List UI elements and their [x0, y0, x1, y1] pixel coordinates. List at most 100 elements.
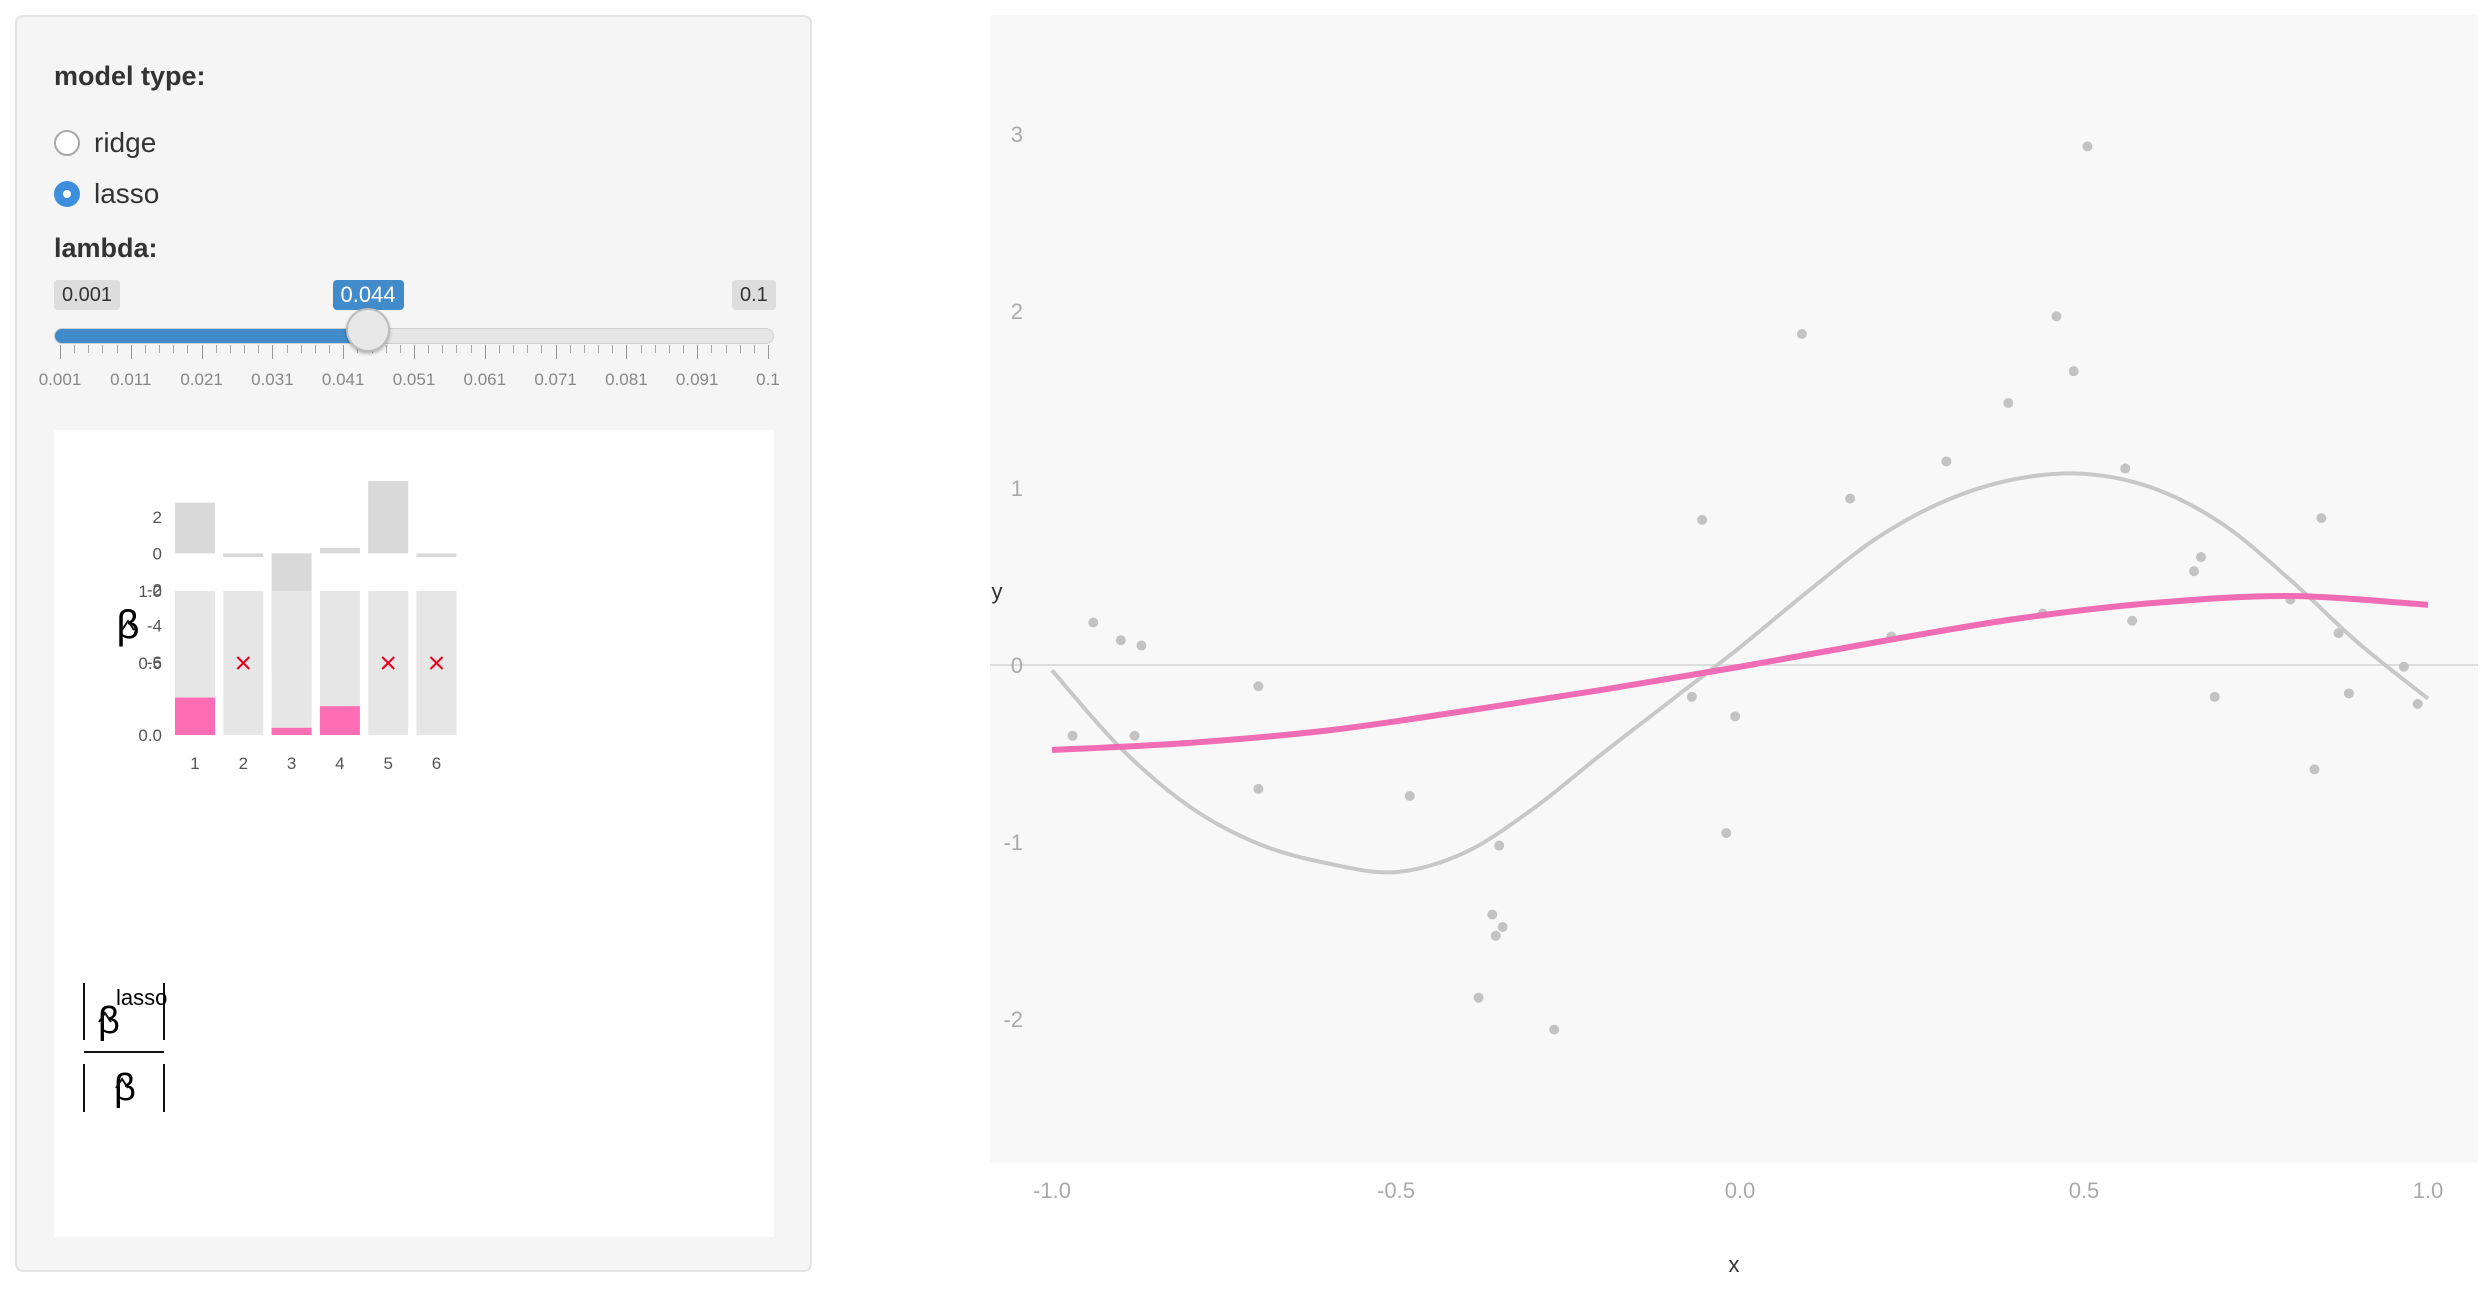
- ratio-numerator-beta: β: [98, 1000, 120, 1042]
- data-point: [1490, 930, 1501, 941]
- slider-tick-label: 0.031: [251, 370, 294, 389]
- beta-hat-label: β: [116, 603, 139, 647]
- slider-tick: [697, 345, 699, 359]
- data-point: [1721, 828, 1732, 839]
- beta-y-tick-label: -2: [147, 581, 162, 600]
- slider-tick: [739, 345, 741, 353]
- main-scatter-plot: -2 -1 0 1 2 3 -1.0 -0.5 0.0 0.5 1.0 y x: [980, 0, 2488, 1284]
- x-axis-title: x: [1729, 1252, 1740, 1277]
- hat-icon: [98, 1011, 112, 1023]
- slider-tick: [583, 345, 585, 353]
- hat-icon: [121, 619, 135, 631]
- slider-tick: [456, 345, 458, 353]
- data-point: [2209, 691, 2220, 702]
- y-tick-label: 0: [1011, 653, 1023, 678]
- y-tick-label: 2: [1011, 299, 1023, 324]
- slider-tick: [385, 345, 387, 353]
- slider-tick: [442, 345, 444, 353]
- y-tick-label: -2: [1003, 1007, 1023, 1032]
- radio-circle-ridge[interactable]: [54, 130, 80, 156]
- slider-tick: [116, 345, 118, 353]
- data-point: [1115, 635, 1126, 646]
- ratio-bar-3: [271, 727, 312, 735]
- data-point: [2127, 615, 2138, 626]
- slider-tick: [683, 345, 685, 353]
- y-axis-title: y: [992, 579, 1003, 604]
- ratio-y-tick-label: 0.0: [138, 726, 162, 745]
- slider-value-label: 0.044: [332, 280, 404, 310]
- slider-tick: [173, 345, 175, 353]
- ratio-x-tick-label: 3: [287, 754, 296, 773]
- data-point: [1730, 711, 1741, 722]
- ratio-x-tick-label: 5: [383, 754, 392, 773]
- lambda-slider-track[interactable]: [54, 328, 774, 344]
- slider-tick-label: 0.011: [110, 370, 152, 389]
- slider-tick-label: 0.041: [321, 370, 365, 389]
- slider-min-label: 0.001: [54, 280, 121, 310]
- slider-tick: [144, 345, 146, 353]
- slider-tick: [229, 345, 231, 353]
- data-point: [2343, 688, 2354, 699]
- radio-ridge[interactable]: ridge: [54, 125, 156, 161]
- ratio-bar-4: [319, 706, 360, 735]
- plot-layer: -2 -1 0 1 2 3 -1.0 -0.5 0.0 0.5 1.0: [990, 122, 2478, 1203]
- beta-bar-5: [368, 480, 409, 554]
- data-point: [2082, 141, 2093, 152]
- plot-background: [990, 15, 2478, 1163]
- x-tick-label: -0.5: [1377, 1178, 1415, 1203]
- slider-tick: [300, 345, 302, 353]
- y-tick-label: -1: [1003, 830, 1023, 855]
- radio-lasso[interactable]: lasso: [54, 176, 159, 212]
- slider-tick: [244, 345, 246, 353]
- ratio-label: β lasso β: [83, 983, 167, 1112]
- slider-tick: [654, 345, 656, 353]
- scatter-plot-svg: -2 -1 0 1 2 3 -1.0 -0.5 0.0 0.5 1.0 y x: [990, 15, 2478, 1277]
- hat-icon: [115, 1077, 129, 1089]
- y-tick-label: 1: [1011, 476, 1023, 501]
- slider-max-label: 0.1: [732, 280, 776, 310]
- slider-tick: [215, 345, 217, 353]
- beta-bar-1: [175, 502, 215, 554]
- radio-circle-lasso[interactable]: [54, 181, 80, 207]
- data-point: [1686, 691, 1697, 702]
- x-tick-label: 1.0: [2413, 1178, 2444, 1203]
- slider-tick: [725, 345, 727, 353]
- ratio-bar-bg-3: [271, 591, 312, 735]
- slider-tick: [711, 345, 713, 353]
- slider-tick-label: 0.051: [392, 370, 436, 389]
- slider-tick: [626, 345, 628, 359]
- x-tick-label: 0.0: [1725, 1178, 1756, 1203]
- data-point: [2051, 311, 2062, 322]
- coefficient-panel: β 1 2 3 4 5 6 2 0 -2 -4 -6 β lasso β 1 2 3 4 5 6 1.0 0.5 0…: [54, 430, 774, 1237]
- data-point: [2068, 366, 2079, 377]
- slider-tick: [498, 345, 500, 353]
- data-point: [1067, 730, 1078, 741]
- slider-tick: [555, 345, 557, 359]
- slider-tick-label: 0.081: [605, 370, 648, 389]
- slider-tick: [258, 345, 260, 353]
- slider-tick-label: 0.071: [534, 370, 577, 389]
- slider-tick-label: 0.1: [756, 370, 780, 389]
- ratio-x-tick-label: 4: [335, 754, 344, 773]
- slider-tick: [569, 345, 571, 353]
- slider-tick: [668, 345, 670, 353]
- lambda-slider-handle[interactable]: [345, 308, 390, 352]
- data-point: [1088, 617, 1099, 628]
- slider-tick: [768, 345, 769, 359]
- slider-tick: [272, 345, 274, 359]
- slider-tick: [201, 345, 203, 359]
- slider-tick: [159, 345, 161, 353]
- data-point: [2195, 552, 2206, 563]
- data-point: [1487, 909, 1498, 920]
- slider-tick: [130, 345, 132, 359]
- slider-tick: [314, 345, 316, 353]
- radio-label-ridge: ridge: [94, 127, 157, 158]
- slider-tick: [286, 345, 288, 353]
- slider-tick: [187, 345, 189, 353]
- data-point: [2412, 698, 2423, 709]
- data-point: [1129, 730, 1140, 741]
- ratio-bar-chart: 1 2 3 4 5 6 1.0 0.5 0.0: [138, 582, 457, 773]
- data-point: [2316, 513, 2327, 524]
- beta-y-tick-label: -4: [147, 617, 162, 636]
- slider-tick: [329, 345, 331, 353]
